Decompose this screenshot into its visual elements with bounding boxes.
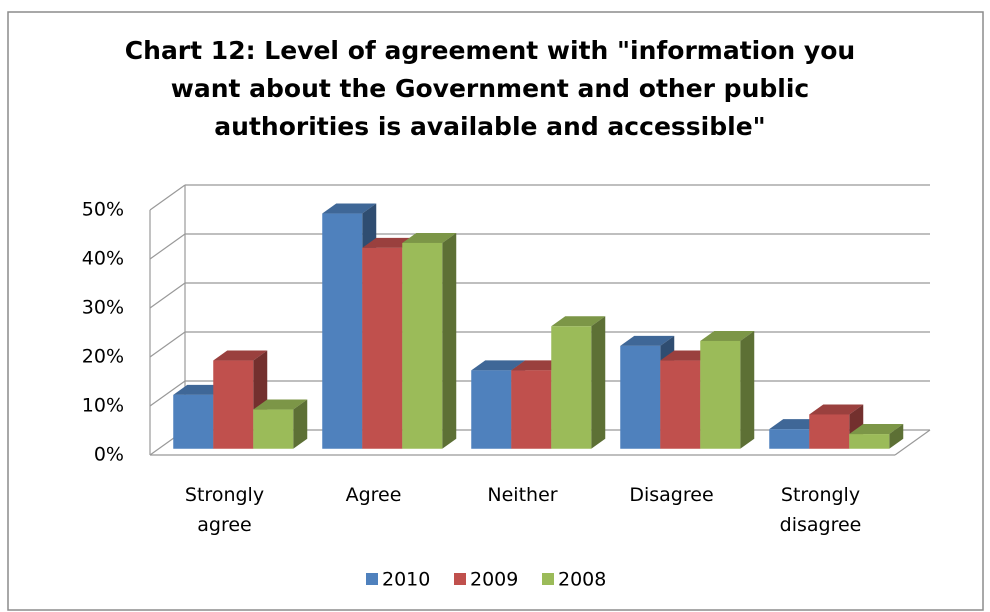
grid-line xyxy=(149,233,930,260)
bar-side xyxy=(889,424,904,449)
bar-top xyxy=(253,399,308,410)
y-tick-label: 30% xyxy=(82,297,124,319)
bar xyxy=(402,232,457,449)
bar xyxy=(322,203,377,449)
y-tick-label: 20% xyxy=(82,346,124,368)
x-tick-label: Disagree xyxy=(629,484,713,506)
bar-front xyxy=(322,213,363,449)
x-tick-label: Neither xyxy=(487,484,557,506)
bar-front xyxy=(700,340,741,449)
y-tick-label: 40% xyxy=(82,248,124,270)
chart-title: want about the Government and other publ… xyxy=(171,74,809,103)
bar xyxy=(551,316,606,449)
legend-label: 2008 xyxy=(558,569,606,591)
bar-top xyxy=(322,203,377,214)
grid-side xyxy=(149,184,186,211)
grid-line xyxy=(149,282,930,309)
legend-swatch xyxy=(454,573,466,585)
y-tick-label: 0% xyxy=(94,444,124,466)
bar-front xyxy=(849,434,890,449)
bar-top xyxy=(620,335,675,346)
bar-top xyxy=(213,350,268,361)
bar xyxy=(700,330,755,449)
bar-front xyxy=(769,429,810,449)
bar-side xyxy=(442,232,457,449)
bar-top xyxy=(551,316,606,327)
grid-side xyxy=(149,282,186,309)
bar-top xyxy=(849,424,904,435)
grid-line xyxy=(149,184,930,211)
floor-line xyxy=(894,429,931,456)
bar-side xyxy=(740,330,755,449)
bar-front xyxy=(809,414,850,449)
bar-side xyxy=(293,399,308,449)
bar-side xyxy=(591,316,606,449)
bar-front xyxy=(173,394,214,449)
bar-front xyxy=(511,370,552,449)
bar-front xyxy=(402,242,443,449)
legend-swatch xyxy=(366,573,378,585)
bar-top xyxy=(402,232,457,243)
bar-front xyxy=(213,360,254,449)
legend-label: 2009 xyxy=(470,569,518,591)
chart-title: Chart 12: Level of agreement with "infor… xyxy=(125,36,855,65)
bar xyxy=(253,399,308,449)
bar-top xyxy=(700,330,755,341)
y-tick-label: 10% xyxy=(82,395,124,417)
bar-top xyxy=(471,360,526,371)
legend-swatch xyxy=(542,573,554,585)
y-tick-label: 50% xyxy=(82,199,124,221)
legend-label: 2010 xyxy=(382,569,430,591)
bar-front xyxy=(660,360,701,449)
x-tick-label: Strongly agree xyxy=(185,484,264,536)
grid-side xyxy=(149,380,186,407)
x-tick-label: Strongly disagree xyxy=(780,484,862,536)
bar-front xyxy=(551,326,592,449)
bar-front xyxy=(362,247,403,449)
chart-title: authorities is available and accessible" xyxy=(214,112,765,141)
bar-top xyxy=(809,404,864,415)
bar-front xyxy=(253,409,294,449)
bar-front xyxy=(471,370,512,449)
bar xyxy=(849,424,904,449)
chart-border xyxy=(7,11,984,611)
x-tick-label: Agree xyxy=(346,484,402,506)
bar-front xyxy=(620,345,661,449)
grid-side xyxy=(149,331,186,358)
grid-side xyxy=(149,233,186,260)
